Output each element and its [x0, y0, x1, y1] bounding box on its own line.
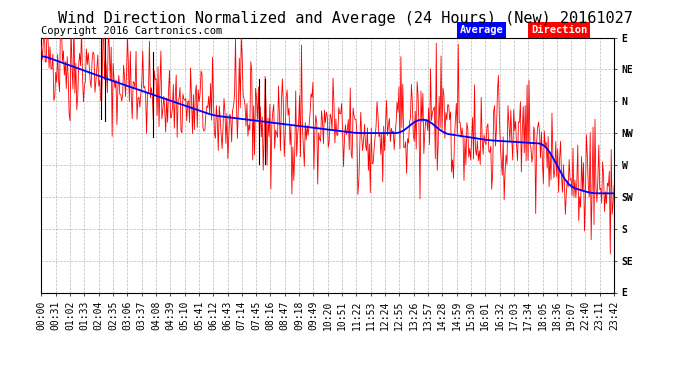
Text: Wind Direction Normalized and Average (24 Hours) (New) 20161027: Wind Direction Normalized and Average (2…: [57, 11, 633, 26]
Text: Average: Average: [460, 25, 503, 35]
Text: Direction: Direction: [531, 25, 587, 35]
Text: Copyright 2016 Cartronics.com: Copyright 2016 Cartronics.com: [41, 26, 223, 36]
